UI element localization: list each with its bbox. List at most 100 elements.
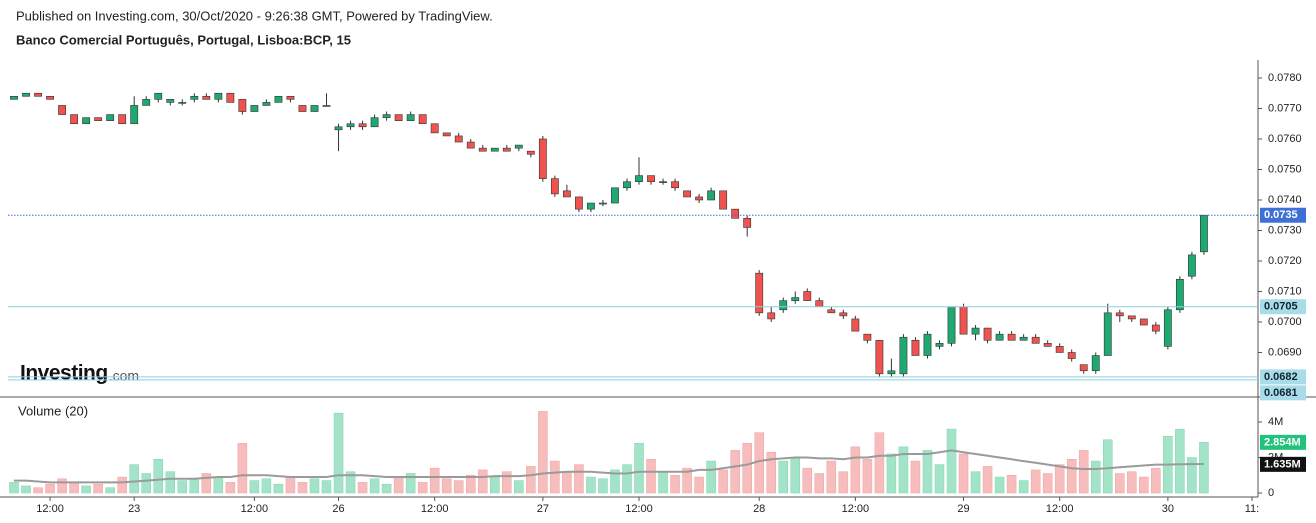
volume-bar (490, 476, 500, 494)
volume-bar (465, 475, 476, 494)
volume-bar (658, 471, 668, 494)
volume-bar (453, 480, 464, 494)
candle-body (322, 105, 331, 107)
y-tick-label: 0.0690 (1268, 346, 1302, 358)
candle-body (1055, 346, 1064, 353)
candle-body (130, 105, 139, 125)
volume-bar (622, 464, 632, 494)
volume-bar (213, 476, 224, 494)
volume-bar (357, 482, 368, 494)
volume-bar (429, 467, 440, 494)
candle-body (803, 291, 812, 301)
volume-bar (1151, 467, 1161, 494)
candle-body (58, 105, 66, 115)
candle-body (755, 272, 764, 314)
candle-body (286, 95, 295, 100)
x-tick-label: 12:00 (1046, 503, 1074, 515)
pane-title: Volume (20) (18, 403, 88, 418)
candle-body (1103, 312, 1112, 356)
candle-body (791, 297, 800, 301)
volume-bar (369, 478, 380, 494)
candle-body (983, 327, 992, 341)
volume-bar (153, 459, 163, 494)
candle-body (526, 150, 535, 155)
volume-last-label: 2.854M (1264, 436, 1301, 448)
candle-body (1200, 214, 1208, 253)
candle-body (731, 208, 740, 219)
candle-body (1163, 309, 1172, 347)
candle-body (346, 123, 355, 128)
candle-body (310, 105, 319, 112)
x-tick-label: 26 (332, 503, 344, 515)
candle-body (1091, 355, 1100, 372)
volume-bar (1127, 471, 1137, 494)
x-tick-label: 29 (957, 503, 969, 515)
volume-bar (1078, 450, 1089, 494)
price-line-label-box (1260, 385, 1306, 401)
candle-body (827, 309, 836, 314)
volume-bar (273, 483, 284, 494)
volume-bar (610, 469, 620, 494)
volume-bar (886, 453, 897, 494)
y-tick-label: 4M (1268, 416, 1283, 428)
candle-body (10, 95, 18, 100)
volume-last-label-box (1260, 434, 1306, 450)
candle-body (815, 300, 824, 308)
volume-ma-label: 1.635M (1264, 458, 1301, 470)
candle-body (743, 217, 752, 228)
volume-bar (850, 446, 861, 494)
candle-body (851, 318, 860, 332)
volume-bar (33, 487, 43, 494)
candle-body (382, 114, 391, 118)
volume-bar (970, 471, 981, 494)
logo-name: Investing (20, 362, 108, 385)
volume-bar (1018, 480, 1029, 494)
candle-body (839, 312, 848, 317)
candle-body (887, 370, 896, 375)
candle-body (70, 114, 79, 125)
volume-bar (514, 480, 524, 494)
volume-bar (105, 487, 115, 494)
volume-bar (1115, 473, 1125, 494)
candle-body (430, 123, 439, 134)
volume-bar (189, 478, 200, 494)
candle-body (575, 196, 583, 210)
volume-bar (574, 464, 584, 494)
volume-ma-label-box (1260, 456, 1306, 472)
candle-body (202, 95, 211, 100)
candle-body (1175, 278, 1184, 311)
volume-bar (1103, 439, 1113, 494)
candle-body (226, 92, 235, 103)
volume-bar (381, 483, 392, 494)
volume-bar (261, 478, 272, 494)
candle-body (154, 92, 163, 100)
y-tick-label: 0 (1268, 487, 1274, 499)
candle-body (166, 99, 175, 103)
y-tick-label: 0.0720 (1268, 255, 1302, 267)
volume-bar (177, 480, 188, 494)
candle-body (334, 126, 343, 131)
y-tick-label: 0.0710 (1268, 285, 1302, 297)
volume-bar (478, 469, 488, 494)
volume-bar (1090, 460, 1101, 494)
candle-body (923, 333, 932, 356)
price-line-label: 0.0682 (1264, 371, 1298, 383)
candle-body (82, 117, 91, 125)
volume-bar (790, 457, 801, 494)
volume-bar (165, 471, 176, 494)
volume-bar (93, 483, 103, 494)
candle-body (118, 114, 127, 125)
candle-body (935, 343, 944, 347)
volume-bar (405, 473, 416, 494)
candle-body (683, 190, 691, 198)
logo-suffix: .com (109, 368, 139, 384)
volume-bar (1042, 473, 1053, 494)
volume-bar (730, 450, 740, 494)
price-line-label-box (1260, 369, 1306, 385)
candle-body (875, 339, 884, 375)
volume-bar (922, 450, 933, 494)
volume-bar (201, 473, 212, 494)
volume-bar (634, 443, 644, 494)
volume-bar (898, 446, 909, 494)
x-tick-label: 12:00 (241, 503, 269, 515)
